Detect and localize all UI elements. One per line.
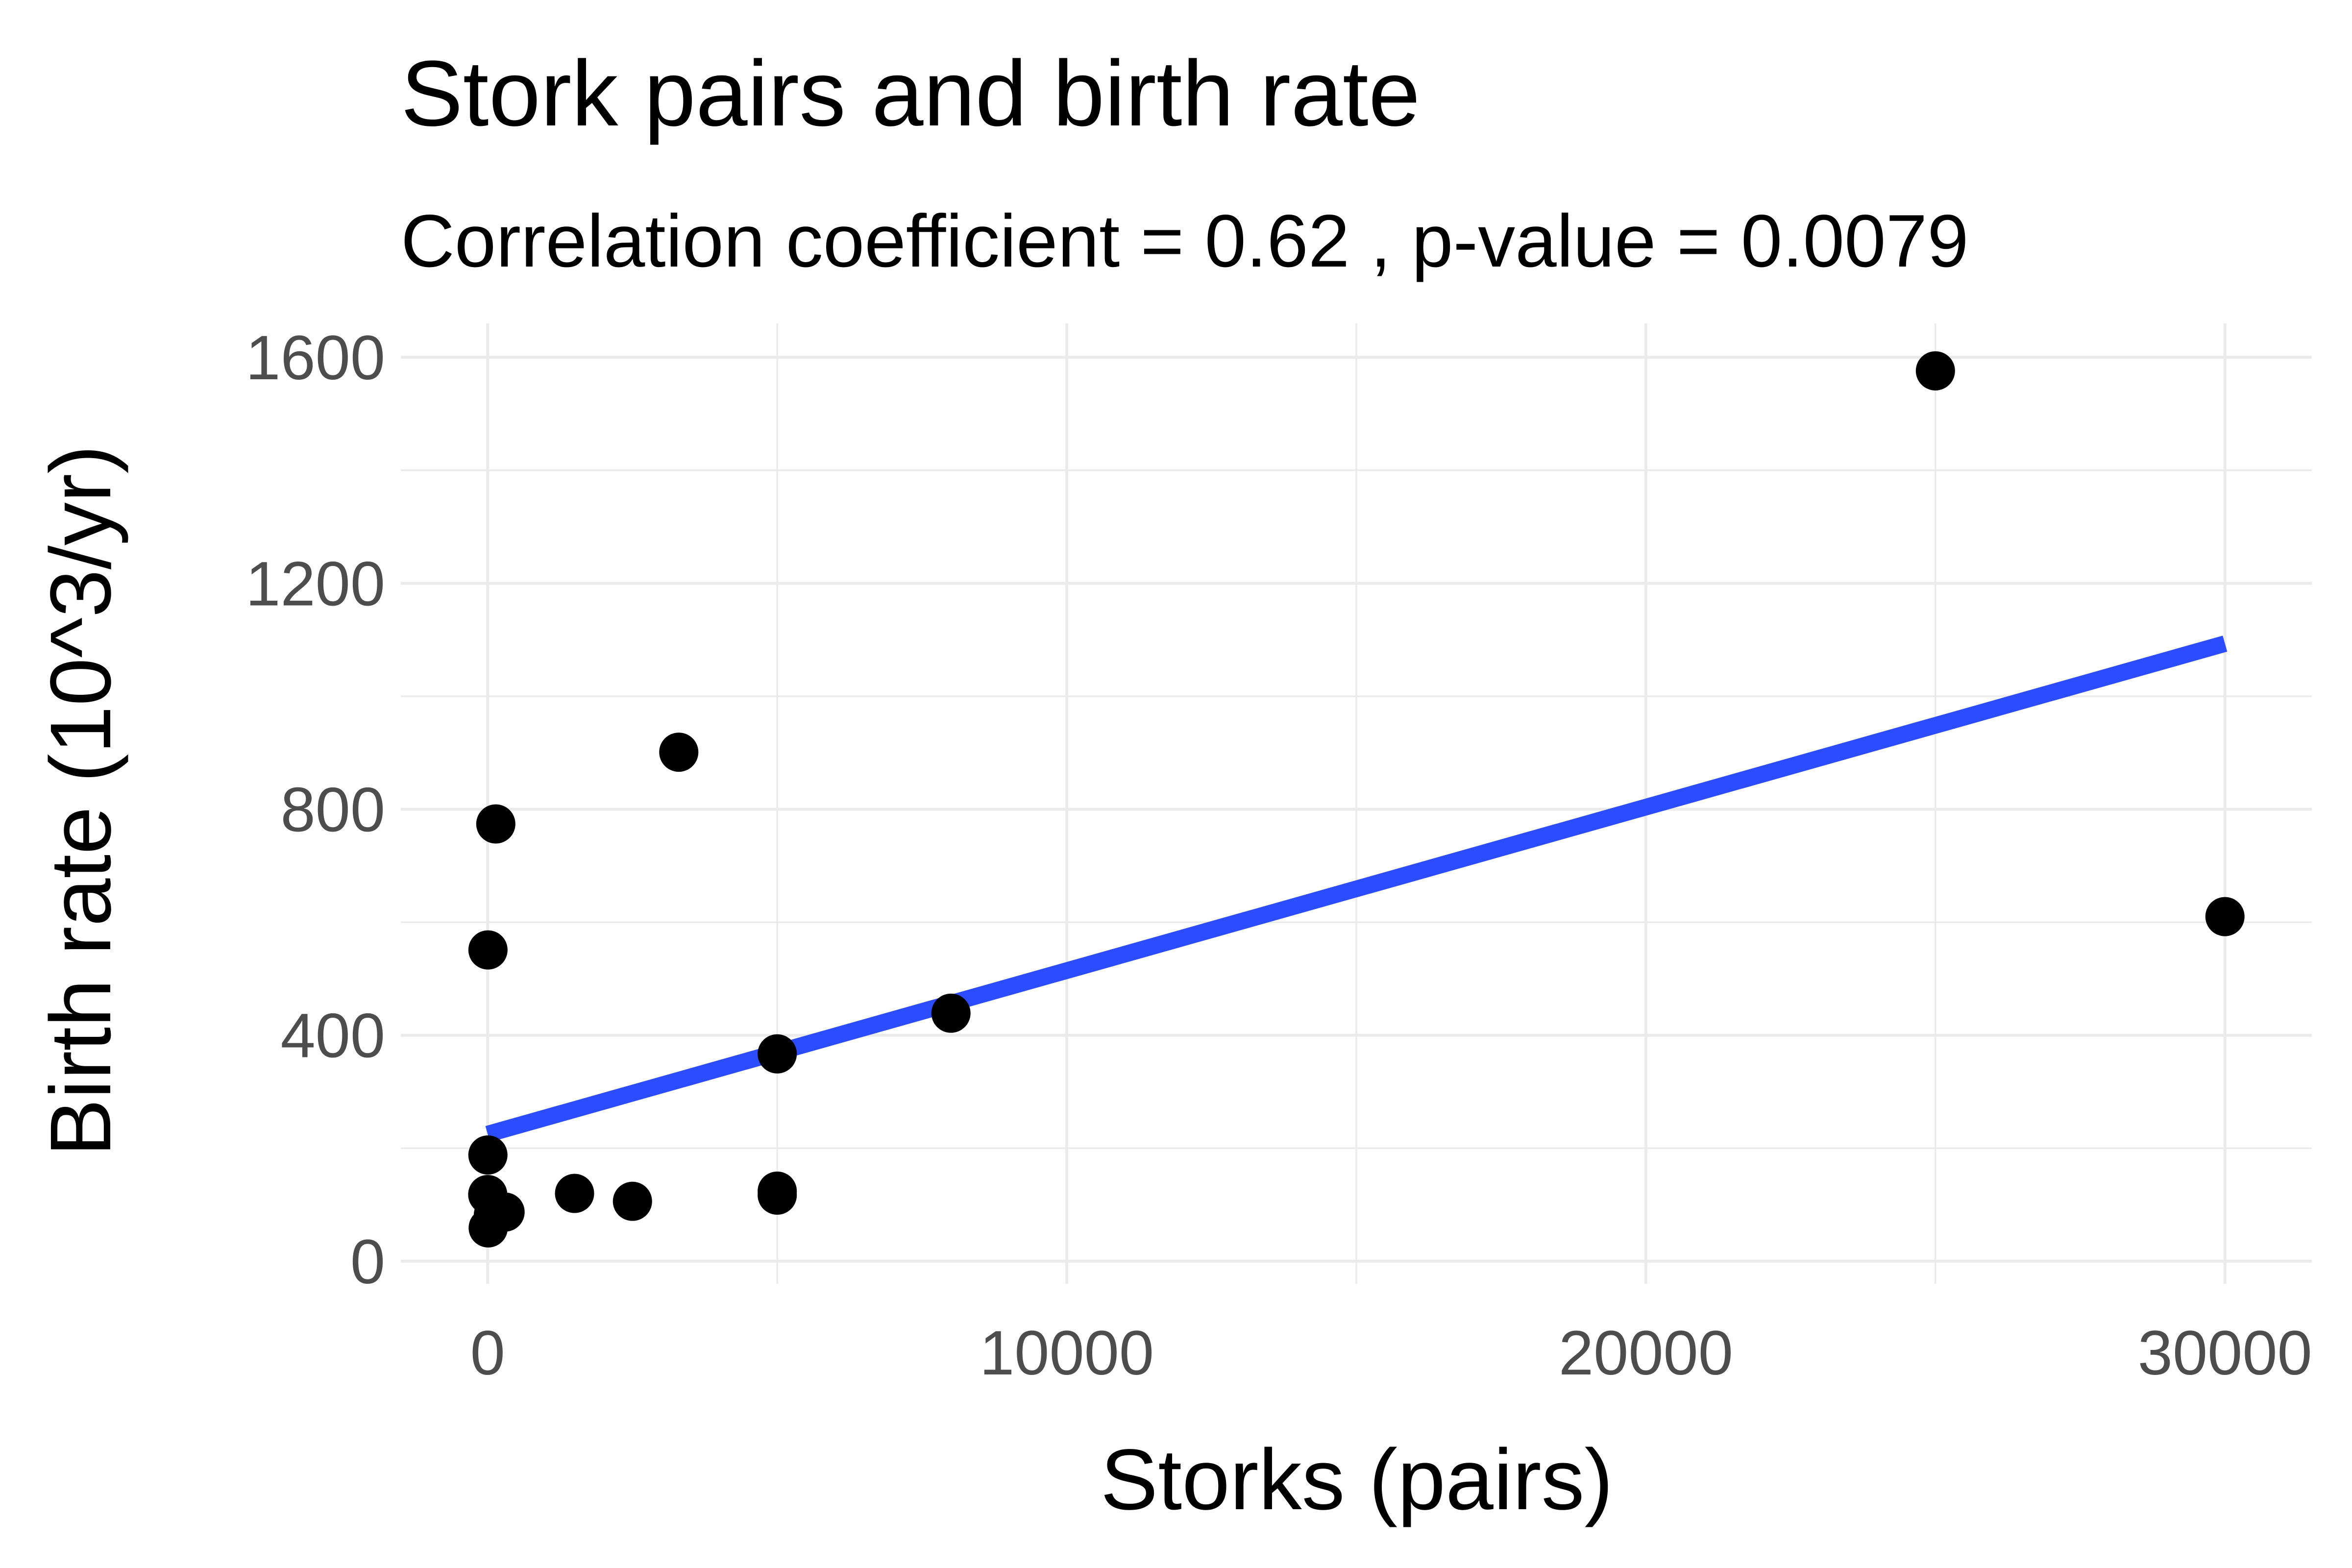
data-point bbox=[2205, 897, 2245, 936]
x-tick-label: 10000 bbox=[980, 1318, 1154, 1388]
data-point bbox=[659, 733, 699, 772]
y-axis-label: Birth rate (10^3/yr) bbox=[33, 445, 129, 1156]
y-tick-label: 800 bbox=[280, 775, 385, 845]
y-tick-label: 400 bbox=[280, 1001, 385, 1071]
data-point bbox=[931, 993, 971, 1033]
chart-subtitle: Correlation coefficient = 0.62 , p-value… bbox=[401, 199, 1969, 283]
data-point bbox=[612, 1181, 652, 1221]
x-tick-label: 20000 bbox=[1559, 1318, 1733, 1388]
y-tick-label: 1200 bbox=[245, 549, 385, 619]
y-tick-label: 0 bbox=[350, 1227, 385, 1297]
data-point bbox=[758, 1034, 797, 1074]
y-tick-label: 1600 bbox=[245, 323, 385, 393]
data-point bbox=[758, 1171, 797, 1211]
x-tick-label: 30000 bbox=[2138, 1318, 2312, 1388]
data-point bbox=[477, 1195, 516, 1235]
data-point bbox=[555, 1174, 594, 1213]
x-axis-label: Storks (pairs) bbox=[1101, 1432, 1613, 1528]
chart-title: Stork pairs and birth rate bbox=[401, 42, 1420, 146]
x-tick-label: 0 bbox=[470, 1318, 505, 1388]
data-point bbox=[476, 804, 515, 844]
grid bbox=[401, 323, 2312, 1284]
data-point bbox=[468, 1135, 508, 1175]
data-points bbox=[468, 351, 2245, 1248]
data-point bbox=[1915, 351, 1955, 391]
y-axis-ticks: 0 400 800 1200 1600 bbox=[245, 323, 385, 1297]
x-axis-ticks: 0 10000 20000 30000 bbox=[470, 1318, 2312, 1388]
data-point bbox=[468, 930, 508, 970]
